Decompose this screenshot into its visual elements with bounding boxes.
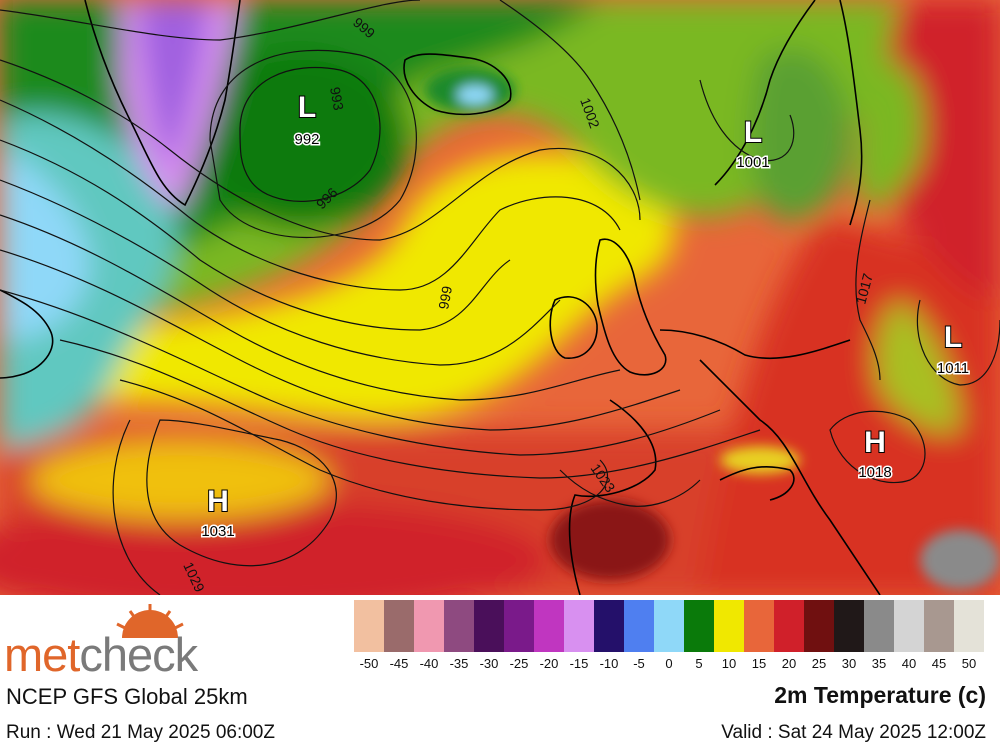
legend-swatch [864,600,894,652]
legend-tick-label: 40 [901,656,917,671]
legend-tick-label: 35 [871,656,887,671]
isobar-label: 1017 [852,271,876,305]
svg-text:1011: 1011 [937,360,969,377]
legend-swatch [474,600,504,652]
legend-swatch [954,600,984,652]
legend-swatch [894,600,924,652]
valid-time: Valid : Sat 24 May 2025 12:00Z [721,722,986,743]
legend-swatch [354,600,384,652]
legend-swatch [384,600,414,652]
legend-swatch [834,600,864,652]
field-title: 2m Temperature (c) [774,682,986,708]
legend-swatch [744,600,774,652]
temperature-map-svg: 999 993 996 1002 999 1017 1023 1029 L 99… [0,0,1000,595]
model-title: NCEP GFS Global 25km [6,684,248,709]
high-pressure-marker: H 1018 [857,425,893,483]
legend-swatch [594,600,624,652]
legend-swatch [414,600,444,652]
legend-swatch [804,600,834,652]
svg-text:L: L [298,91,316,124]
svg-text:H: H [207,485,229,518]
sun-icon [116,604,184,638]
legend-tick-label: -20 [539,656,559,671]
legend-swatch [684,600,714,652]
legend-tick-label: -50 [359,656,379,671]
legend-tick-label: -25 [509,656,529,671]
isobar-label: 993 [327,86,347,112]
pressure-centers: L 992 L 1001 L 1011 H 1018 H 1031 [200,90,971,542]
legend-tick-label: 5 [695,656,703,671]
temperature-gradients [0,0,1000,595]
legend-swatch [774,600,804,652]
legend-tick-label: -30 [479,656,499,671]
legend-tick-label: 30 [841,656,857,671]
legend-swatch [504,600,534,652]
legend-tick-label: -45 [389,656,409,671]
legend-tick-label: 25 [811,656,827,671]
coastlines [0,0,881,595]
legend-tick-label: 50 [961,656,977,671]
legend-tick-label: -35 [449,656,469,671]
svg-text:H: H [864,426,886,459]
legend-tick-label: -10 [599,656,619,671]
legend-swatch [444,600,474,652]
brand-part-met: met [4,628,80,681]
svg-text:1001: 1001 [736,154,769,171]
svg-text:992: 992 [294,131,319,148]
isobar-label: 999 [435,285,455,311]
low-pressure-marker: L 992 [293,90,321,150]
legend-tick-label: 0 [665,656,673,671]
run-time: Run : Wed 21 May 2025 06:00Z [6,722,275,743]
legend-tick-label: -40 [419,656,439,671]
legend-tick-label: 10 [721,656,737,671]
svg-text:1018: 1018 [858,464,891,481]
legend-tick-label: 20 [781,656,797,671]
high-pressure-marker: H 1031 [200,484,236,542]
brand-part-check: check [79,628,198,681]
legend-swatch [624,600,654,652]
low-pressure-marker: L 1011 [935,320,970,379]
low-pressure-marker: L 1001 [735,115,771,173]
legend-swatch [534,600,564,652]
legend-tick-label: -15 [569,656,589,671]
isobars [0,0,1000,595]
brand-name: metcheck [4,627,198,682]
color-legend: -50 -45 -40 -35 -30 -25 -20 -15 -10 -5 0 5 10 15 20 25 3… [354,600,986,676]
legend-swatch [714,600,744,652]
legend-swatch [564,600,594,652]
legend-tick-label: -5 [633,656,645,671]
legend-swatch [924,600,954,652]
legend-tick-label: 45 [931,656,947,671]
legend-tick-label: 15 [751,656,767,671]
svg-text:L: L [944,321,962,354]
legend-swatch [654,600,684,652]
svg-text:L: L [744,116,762,149]
metcheck-logo [4,600,234,680]
land-detail [425,68,1000,590]
weather-map: 999 993 996 1002 999 1017 1023 1029 L 99… [0,0,1000,595]
svg-text:1031: 1031 [201,523,234,540]
